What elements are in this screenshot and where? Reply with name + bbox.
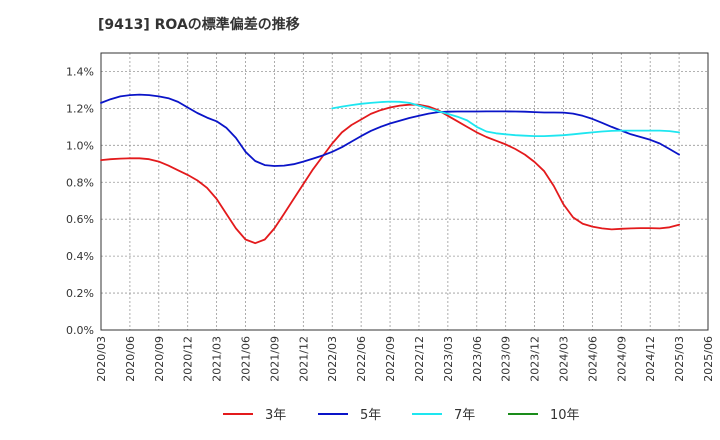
x-tick-label: 2021/12 (297, 336, 310, 382)
x-tick-label: 2022/09 (384, 336, 397, 382)
chart-title: [9413] ROAの標準偏差の推移 (98, 17, 300, 33)
x-tick-label: 2024/03 (557, 336, 570, 382)
x-tick-label: 2021/09 (268, 336, 281, 382)
grid-lines (101, 53, 708, 330)
x-tick-label: 2020/03 (95, 336, 108, 382)
x-tick-label: 2022/12 (413, 336, 426, 382)
x-tick-label: 2023/09 (500, 336, 513, 382)
x-tick-label: 2022/06 (355, 336, 368, 382)
y-tick-label: 0.2% (66, 287, 94, 300)
x-tick-label: 2024/09 (615, 336, 628, 382)
y-tick-label: 0.4% (66, 250, 94, 263)
y-tick-label: 1.0% (66, 139, 94, 152)
plot-frame (100, 52, 709, 331)
legend: 3年 5年 7年 10年 (223, 408, 580, 423)
x-tick-label: 2025/06 (702, 336, 715, 382)
series-line-1 (100, 93, 680, 167)
legend-label: 3年 (265, 408, 286, 423)
x-tick-label: 2022/03 (326, 336, 339, 382)
legend-label: 7年 (454, 408, 475, 423)
y-tick-label: 0.0% (66, 324, 94, 337)
y-tick-label: 1.2% (66, 102, 94, 115)
x-tick-label: 2021/06 (240, 336, 253, 382)
x-tick-label: 2020/12 (182, 336, 195, 382)
x-tick-label: 2020/09 (153, 336, 166, 382)
x-tick-label: 2020/06 (124, 336, 137, 382)
y-tick-label: 0.8% (66, 176, 94, 189)
series-line-0 (100, 103, 680, 245)
axes: 0.0% 0.2% 0.4% 0.6% 0.8% 1.0% 1.2% 1.4% 2020/03 2… (66, 52, 715, 382)
x-tick-label: 2025/03 (673, 336, 686, 382)
legend-label: 10年 (550, 408, 580, 423)
x-tick-label: 2023/12 (529, 336, 542, 382)
x-tick-label: 2024/06 (586, 336, 599, 382)
series-line-2 (331, 100, 680, 137)
x-tick-label: 2023/06 (471, 336, 484, 382)
x-tick-label: 2024/12 (644, 336, 657, 382)
y-tick-label: 0.6% (66, 213, 94, 226)
legend-label: 5年 (360, 408, 381, 423)
x-tick-label: 2021/03 (211, 336, 224, 382)
x-tick-label: 2023/03 (442, 336, 455, 382)
y-tick-label: 1.4% (66, 65, 94, 78)
series-lines (100, 93, 680, 245)
